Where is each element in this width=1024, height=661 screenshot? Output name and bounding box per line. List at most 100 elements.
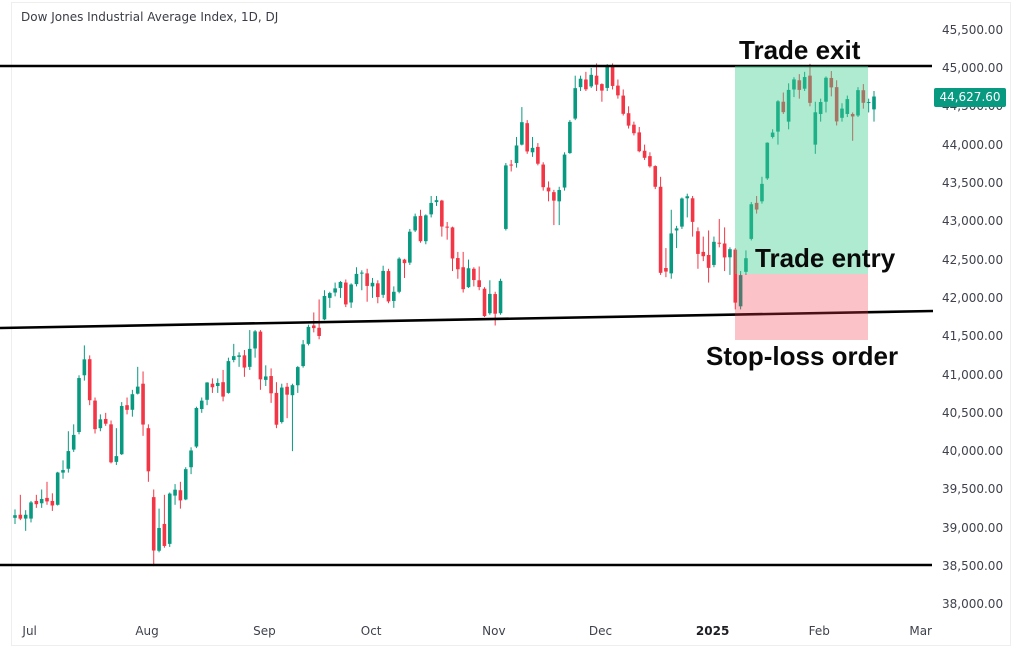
candle-body-up [520, 122, 524, 145]
candle-body-down [850, 113, 855, 117]
time-axis-label: Mar [909, 624, 932, 638]
candle-body-up [424, 215, 428, 242]
support-trendline [0, 309, 934, 330]
candle-body-up [279, 387, 284, 423]
time-axis-label: Jul [22, 624, 37, 638]
candle-body-up [114, 456, 119, 462]
candle-body-down [445, 226, 449, 228]
price-axis-label: 42,000.00 [942, 290, 1004, 305]
candle-body-up [253, 331, 257, 349]
candle-body-up [749, 204, 754, 239]
trade-exit-label: Trade exit [739, 35, 861, 65]
candle-body-down [210, 383, 215, 388]
candle-body-up [760, 183, 764, 202]
candle-body-up [215, 382, 220, 387]
candle-body-down [477, 280, 481, 288]
candle-body-up [349, 284, 353, 303]
candle-body-up [77, 378, 81, 432]
candle-body-down [440, 200, 444, 227]
price-axis-label: 40,500.00 [942, 405, 1004, 420]
candle-body-down [546, 187, 551, 192]
candle-body-up [205, 382, 209, 400]
price-axis-label: 41,000.00 [942, 367, 1004, 382]
candle-body-up [818, 102, 823, 114]
candle-body-up [338, 281, 343, 288]
candle-body-up [568, 121, 572, 154]
candle-body-up [290, 385, 295, 396]
candle-body-down [696, 231, 700, 254]
price-axis-label: 45,500.00 [942, 22, 1004, 37]
candle-body-up [23, 514, 28, 519]
candle-body-down [536, 146, 540, 164]
candle-body-down [162, 523, 167, 546]
candle-body-up [226, 361, 231, 393]
candle-body-down [621, 95, 626, 114]
candle-body-down [653, 166, 658, 187]
candle-body-up [82, 359, 87, 376]
candle-body-down [18, 514, 23, 519]
candle-body-down [93, 400, 97, 430]
candle-body-down [706, 254, 711, 268]
candle-body-up [413, 216, 417, 231]
candle-body-down [151, 497, 156, 551]
candle-body-up [792, 79, 796, 90]
candle-body-up [354, 273, 359, 285]
candle-body-up [776, 101, 780, 132]
candle-body-down [87, 359, 92, 401]
candle-body-up [183, 469, 188, 500]
candle-body-down [648, 156, 652, 167]
candle-body-up [71, 434, 76, 450]
candle-body-up [360, 272, 364, 274]
candle-body-up [738, 275, 743, 307]
candle-body-up [397, 258, 401, 292]
candle-body-down [861, 90, 866, 103]
time-axis-label: Dec [588, 624, 613, 638]
candle-body-up [237, 355, 241, 357]
candle-body-down [626, 113, 631, 126]
candle-body-up [824, 77, 828, 102]
candle-body-down [146, 428, 151, 472]
candle-body-down [376, 283, 380, 298]
candle-body-up [845, 99, 850, 114]
candle-body-down [834, 87, 839, 122]
candle-body-up [301, 344, 305, 367]
candle-body-down [541, 164, 546, 188]
candle-body-down [616, 85, 620, 96]
price-axis-label: 38,000.00 [942, 597, 1004, 612]
candle-body-up [786, 89, 791, 122]
candle-body-up [98, 419, 103, 429]
candle-body-up [370, 282, 375, 287]
candle-body-down [829, 77, 834, 88]
candle-body-up [840, 108, 844, 118]
time-axis-label: Feb [808, 624, 830, 638]
chart-frame [11, 2, 1011, 646]
candle-body-up [434, 200, 439, 203]
chart-title: Dow Jones Industrial Average Index, 1D, … [21, 10, 279, 24]
candle-body-up [322, 295, 327, 320]
candle-body-up [802, 77, 807, 89]
price-axis-label: 42,500.00 [942, 252, 1004, 267]
candle-body-up [66, 451, 71, 469]
candle-body-down [386, 271, 391, 302]
candle-body-down [552, 192, 556, 201]
candle-body-up [29, 502, 33, 519]
candle-body-down [493, 294, 497, 314]
candle-body-down [717, 242, 722, 244]
candle-body-up [562, 154, 567, 188]
price-axis-label: 39,000.00 [942, 520, 1004, 535]
candle-body-down [269, 376, 273, 394]
candle-body-up [119, 406, 124, 455]
price-axis-label: 39,500.00 [942, 482, 1004, 497]
candle-body-down [594, 75, 599, 85]
candle-body-up [429, 202, 433, 215]
time-axis-label: Aug [135, 624, 159, 638]
candle-body-up [135, 386, 140, 394]
candle-body-down [317, 327, 321, 336]
candle-body-down [584, 79, 588, 90]
candle-body-up [605, 66, 610, 88]
candle-body-down [221, 382, 225, 397]
candle-body-up [306, 326, 311, 344]
candle-body-up [872, 96, 876, 110]
candle-body-down [632, 124, 636, 134]
